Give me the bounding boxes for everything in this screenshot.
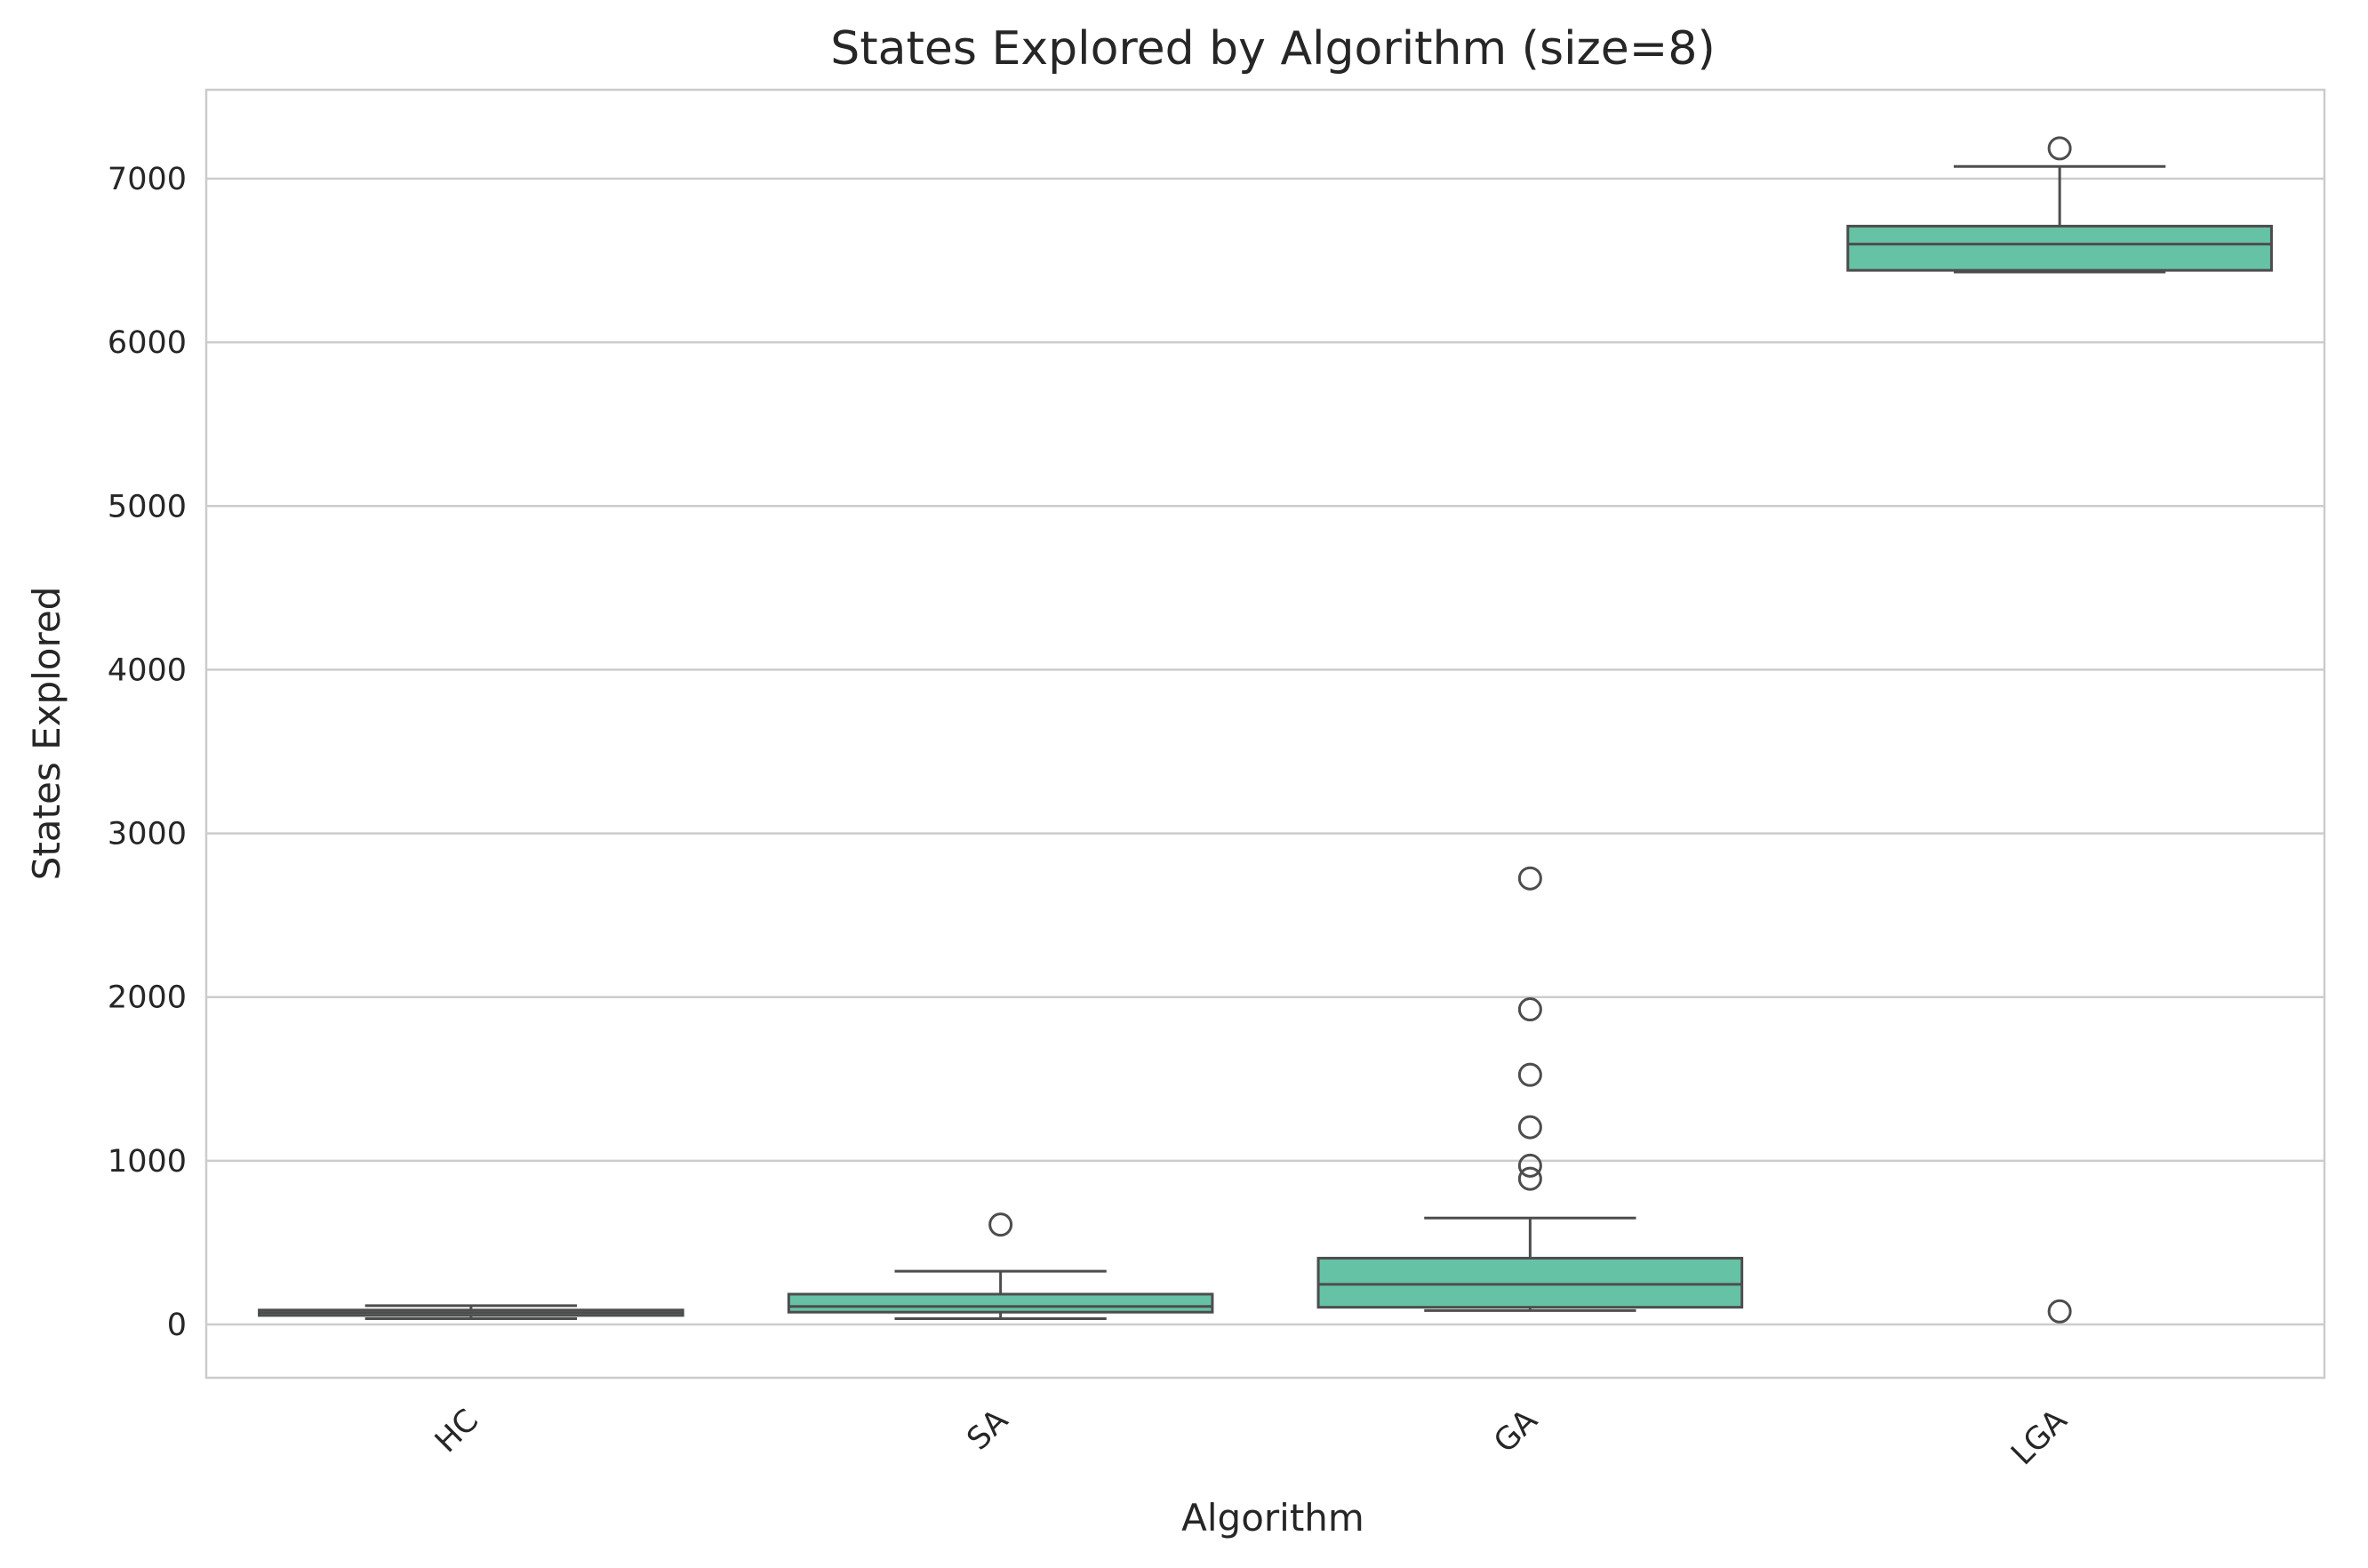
y-grid: [206, 177, 2324, 1326]
box-hc: [258, 1304, 684, 1321]
box-ga: [1316, 866, 1744, 1312]
y-tick-label-2000: 2000: [108, 980, 187, 1016]
x-axis-label: Algorithm: [1181, 1496, 1364, 1540]
plot-area-frame: [204, 88, 2326, 1380]
x-tick-label-hc: HC: [428, 1403, 485, 1460]
x-tick-label-sa: SA: [961, 1403, 1015, 1457]
iqr-box: [1316, 1256, 1744, 1309]
outlier-point: [1517, 1166, 1542, 1191]
box-lga: [1846, 136, 2273, 1324]
chart-title: States Explored by Algorithm (size=8): [830, 22, 1716, 76]
x-tick-label-lga: LGA: [2004, 1403, 2074, 1472]
outlier-point: [2047, 1299, 2072, 1324]
boxes: [258, 136, 2273, 1324]
y-tick-label-7000: 7000: [108, 162, 187, 197]
outlier-point: [1517, 1115, 1542, 1140]
outlier-point: [2047, 136, 2072, 161]
y-axis-label: States Explored: [25, 587, 68, 881]
y-tick-label-4000: 4000: [108, 652, 187, 688]
iqr-box: [1846, 224, 2273, 272]
y-tick-label-3000: 3000: [108, 817, 187, 852]
iqr-box: [787, 1292, 1214, 1314]
box-sa: [787, 1212, 1214, 1321]
outlier-point: [1517, 1153, 1542, 1178]
y-tick-label-1000: 1000: [108, 1144, 187, 1180]
y-tick-label-5000: 5000: [108, 489, 187, 524]
x-tick-labels: HC SA GA LGA: [428, 1403, 2074, 1472]
y-tick-labels: 0 1000 2000 3000 4000 5000 6000 7000: [108, 162, 187, 1343]
outlier-point: [988, 1212, 1013, 1237]
outlier-point: [1517, 997, 1542, 1022]
y-tick-label-0: 0: [167, 1308, 187, 1343]
x-tick-label-ga: GA: [1487, 1403, 1544, 1460]
y-tick-label-6000: 6000: [108, 325, 187, 361]
outlier-point: [1517, 1062, 1542, 1087]
outlier-point: [1517, 866, 1542, 891]
